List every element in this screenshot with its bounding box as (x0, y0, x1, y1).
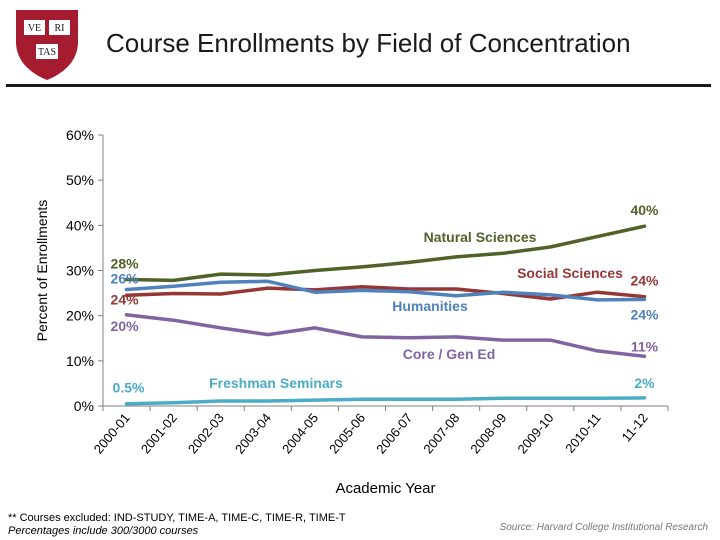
x-tick-label: 2007-08 (420, 410, 462, 456)
series-label-freshman-seminars: Freshman Seminars (209, 375, 343, 391)
data-label-end-social-sciences: 24% (630, 273, 659, 289)
x-tick-label: 11-12 (619, 410, 651, 444)
x-tick-label: 2001-02 (138, 410, 180, 456)
y-tick-label: 0% (74, 398, 94, 414)
x-tick-label: 2009-10 (514, 410, 556, 456)
slide-title: Course Enrollments by Field of Concentra… (106, 28, 631, 58)
series-line-social-sciences (124, 285, 647, 301)
data-label-start-core-gen-ed: 20% (111, 318, 140, 334)
series-line-freshman-seminars (124, 396, 647, 406)
harvard-shield-logo: VE RI TAS (16, 10, 78, 80)
source-note: Source: Harvard College Institutional Re… (499, 522, 708, 533)
y-axis-title: Percent of Enrollments (34, 200, 50, 342)
x-tick-label: 2010-11 (562, 410, 604, 455)
footnote: ** Courses excluded: IND-STUDY, TIME-A, … (8, 512, 346, 538)
series-label-humanities: Humanities (392, 298, 468, 314)
x-tick-label: 2002-03 (185, 410, 227, 456)
x-tick-label: 2003-04 (232, 410, 274, 456)
series-line-humanities (124, 279, 647, 302)
series-label-natural-sciences: Natural Sciences (424, 229, 537, 245)
series-label-core-gen-ed: Core / Gen Ed (403, 346, 496, 362)
y-tick-label: 10% (66, 353, 94, 369)
y-tick-label: 40% (66, 217, 94, 233)
y-tick-label: 60% (66, 127, 94, 143)
logo-book-right: RI (55, 23, 65, 34)
logo-book-bottom: TAS (38, 47, 56, 58)
series-line-natural-sciences (124, 224, 647, 283)
x-tick-label: 2008-09 (467, 410, 509, 456)
data-label-start-freshman-seminars: 0.5% (113, 380, 145, 396)
data-label-end-natural-sciences: 40% (630, 202, 659, 218)
series-label-social-sciences: Social Sciences (517, 265, 623, 281)
data-label-end-freshman-seminars: 2% (634, 375, 655, 391)
data-label-start-natural-sciences: 28% (111, 256, 140, 272)
data-label-end-core-gen-ed: 11% (631, 338, 659, 354)
series-line-core-gen-ed (124, 313, 647, 359)
x-tick-label: 2006-07 (373, 410, 415, 456)
footnote-percentages: Percentages include 300/3000 courses (8, 525, 199, 537)
data-label-start-humanities: 26% (111, 270, 140, 286)
logo-book-left: VE (28, 23, 41, 34)
x-axis-title: Academic Year (335, 480, 435, 497)
y-tick-label: 30% (66, 263, 94, 279)
x-tick-label: 2000-01 (91, 410, 133, 456)
data-label-start-social-sciences: 24% (111, 291, 140, 307)
footnote-exclusions: ** Courses excluded: IND-STUDY, TIME-A, … (8, 512, 346, 524)
data-label-end-humanities: 24% (630, 306, 659, 322)
title-divider (6, 84, 711, 87)
x-tick-label: 2004-05 (279, 410, 321, 456)
y-tick-label: 20% (66, 308, 94, 324)
x-tick-label: 2005-06 (326, 410, 368, 456)
y-tick-label: 50% (66, 172, 94, 188)
